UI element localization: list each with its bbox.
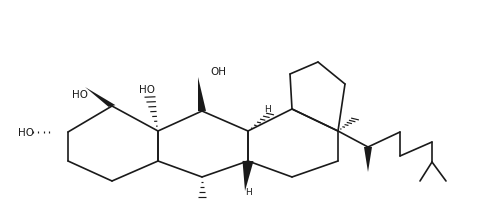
Text: HO: HO: [18, 127, 34, 137]
Text: H: H: [264, 105, 271, 114]
Text: OH: OH: [210, 67, 226, 77]
Text: H: H: [244, 187, 252, 196]
Polygon shape: [198, 78, 206, 111]
Text: HO: HO: [72, 90, 88, 99]
Polygon shape: [242, 161, 254, 191]
Text: HO: HO: [139, 85, 155, 95]
Polygon shape: [85, 88, 115, 107]
Polygon shape: [364, 147, 372, 172]
